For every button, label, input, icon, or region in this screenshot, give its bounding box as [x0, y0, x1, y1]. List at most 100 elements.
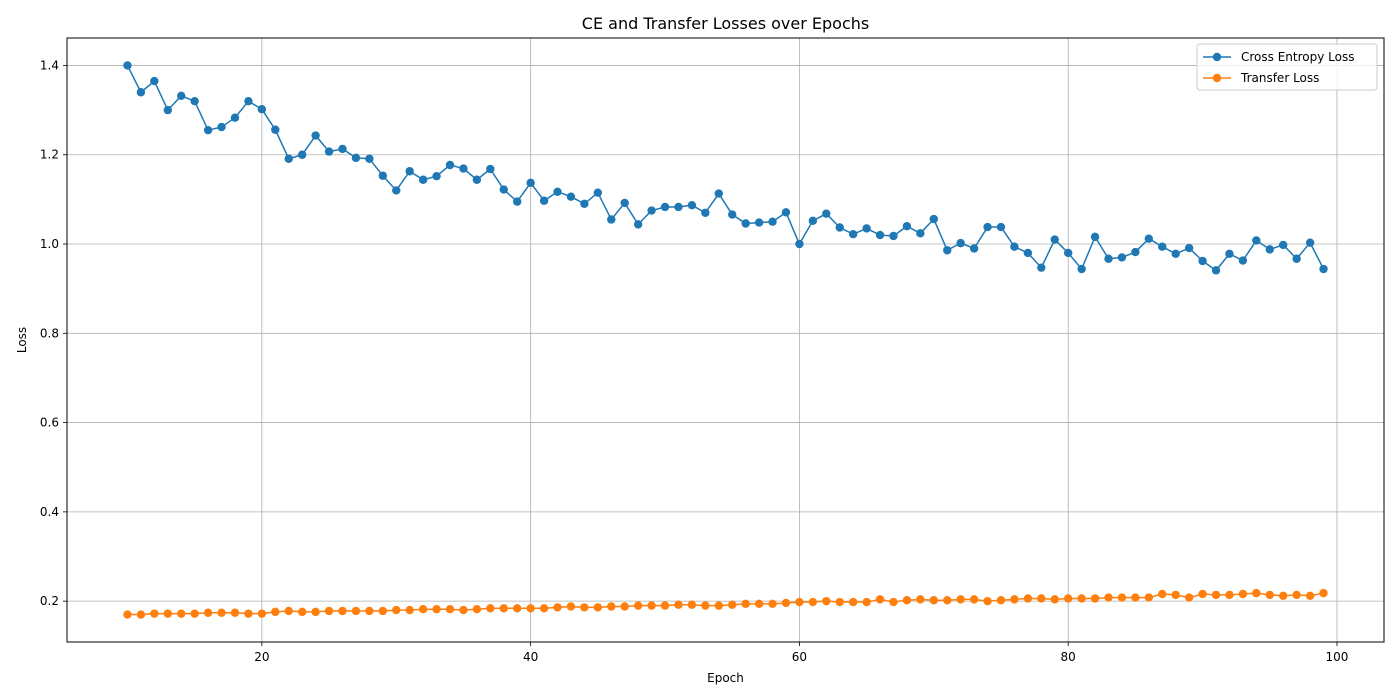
cross-entropy-loss-point [432, 171, 441, 181]
cross-entropy-loss-point [1319, 264, 1328, 274]
series-cross-entropy-loss [123, 61, 1328, 275]
cross-entropy-loss-point [996, 222, 1006, 232]
transfer-loss-point [1010, 595, 1019, 604]
transfer-loss-point [620, 602, 629, 611]
transfer-loss-point [365, 606, 374, 616]
transfer-loss-point [633, 601, 643, 610]
cross-entropy-loss-point [607, 215, 616, 224]
y-axis-label: Loss [15, 327, 29, 353]
cross-entropy-loss-point [687, 200, 697, 210]
transfer-loss-point [983, 596, 992, 606]
transfer-loss-point [257, 609, 267, 618]
cross-entropy-loss-point [660, 202, 670, 212]
cross-entropy-loss-point [848, 230, 858, 239]
cross-entropy-loss-point [701, 208, 710, 217]
transfer-loss-point [1050, 595, 1059, 604]
cross-entropy-loss-point [271, 125, 280, 134]
transfer-loss-point [297, 607, 307, 617]
legend-marker-swatch [1212, 73, 1222, 83]
cross-entropy-loss-point [378, 171, 388, 180]
legend-label: Transfer Loss [1240, 71, 1319, 85]
cross-entropy-loss-point [1131, 247, 1140, 257]
transfer-loss-point [459, 605, 468, 615]
cross-entropy-loss-point [593, 188, 603, 197]
cross-entropy-loss-point [943, 246, 952, 255]
transfer-loss-point [217, 608, 226, 617]
cross-entropy-loss-point [822, 209, 831, 218]
cross-entropy-loss-point [1225, 249, 1234, 259]
transfer-loss-point [996, 596, 1006, 605]
cross-entropy-loss-point [1037, 263, 1046, 272]
transfer-loss-point [916, 595, 925, 604]
cross-entropy-loss-point [647, 206, 656, 215]
transfer-loss-point [607, 602, 616, 611]
cross-entropy-loss-point [580, 199, 589, 209]
legend-box [1196, 43, 1378, 91]
x-tick-label: 60 [792, 650, 807, 664]
transfer-loss-point [1279, 591, 1288, 600]
cross-entropy-loss-point [1158, 242, 1167, 251]
cross-entropy-loss-point [513, 197, 522, 206]
transfer-loss-point [1211, 590, 1221, 600]
cross-entropy-loss-point [1252, 236, 1261, 245]
x-axis-label: Epoch [707, 671, 744, 685]
y-tick-label: 0.2 [40, 594, 59, 608]
cross-entropy-loss-point [217, 122, 226, 132]
transfer-loss-point [714, 601, 723, 610]
cross-entropy-loss-point [1050, 235, 1059, 244]
transfer-loss-point [1292, 590, 1301, 600]
transfer-loss-point [271, 607, 280, 617]
cross-entropy-loss-point [795, 239, 804, 249]
transfer-loss-point [177, 609, 186, 618]
transfer-loss-point [701, 601, 710, 610]
transfer-loss-point [163, 609, 172, 618]
transfer-loss-point [889, 597, 898, 607]
plot-frame [66, 37, 1385, 643]
transfer-loss-point [486, 604, 495, 613]
cross-entropy-loss-point [499, 185, 508, 194]
cross-entropy-loss-point [177, 91, 186, 101]
transfer-loss-point [862, 597, 871, 607]
cross-entropy-loss-point [338, 144, 347, 154]
transfer-loss-point [795, 597, 804, 607]
transfer-loss-point [1077, 594, 1086, 603]
transfer-loss-point [136, 610, 146, 619]
cross-entropy-loss-point [1265, 245, 1274, 254]
transfer-loss-point [822, 596, 831, 606]
transfer-loss-point [875, 595, 885, 604]
series-layer [123, 61, 1328, 619]
transfer-loss-point [835, 597, 844, 607]
transfer-loss-point [593, 603, 603, 612]
transfer-loss-point [1023, 594, 1033, 603]
cross-entropy-loss-point [620, 198, 629, 208]
transfer-loss-point [956, 595, 965, 604]
cross-entropy-loss-point [163, 105, 172, 115]
transfer-loss-point [1198, 589, 1207, 599]
transfer-loss-point [741, 599, 750, 609]
cross-entropy-loss-point [768, 217, 777, 226]
transfer-loss-point [338, 606, 347, 616]
y-axis-ticks: 0.2 0.4 0.6 0.8 1.0 1.2 1.4 [40, 58, 67, 608]
transfer-loss-point [943, 596, 952, 605]
cross-entropy-loss-point [674, 202, 683, 212]
transfer-loss-point [728, 600, 737, 609]
transfer-loss-point [566, 602, 576, 611]
cross-entropy-loss-point [1184, 243, 1194, 253]
transfer-loss-point [781, 598, 791, 608]
transfer-loss-point [1037, 594, 1046, 603]
cross-entropy-loss-point [526, 178, 535, 188]
cross-entropy-loss-point [633, 220, 643, 229]
transfer-loss-point [1090, 594, 1100, 603]
transfer-loss-point [1305, 591, 1315, 600]
legend-label: Cross Entropy Loss [1241, 50, 1354, 64]
cross-entropy-loss-point [1198, 256, 1207, 266]
cross-entropy-loss-point [150, 76, 159, 86]
cross-entropy-loss-point [244, 96, 253, 106]
legend-entry-cross-entropy-loss: Cross Entropy Loss [1203, 50, 1354, 64]
cross-entropy-loss-point [1117, 253, 1127, 262]
legend-entry-transfer-loss: Transfer Loss [1203, 71, 1319, 85]
cross-entropy-loss-point [445, 160, 455, 170]
transfer-loss-point [405, 605, 414, 615]
transfer-loss-point [1225, 590, 1234, 600]
